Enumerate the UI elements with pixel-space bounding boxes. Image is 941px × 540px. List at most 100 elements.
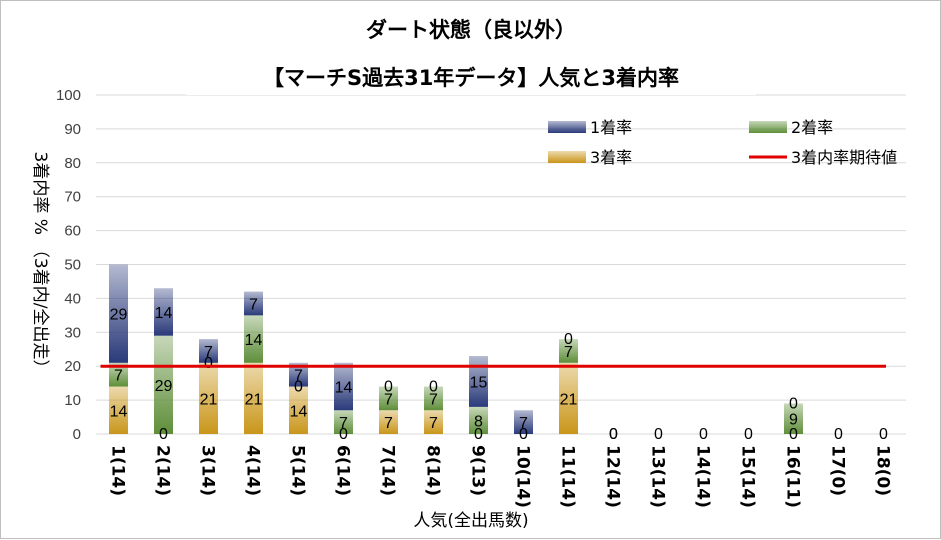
data-label: 0 bbox=[699, 426, 708, 443]
y-tick-label: 0 bbox=[73, 426, 81, 443]
x-tick-label: 3(14) bbox=[198, 445, 218, 496]
data-label: 7 bbox=[294, 368, 303, 385]
legend-swatch bbox=[548, 151, 586, 163]
y-tick-label: 10 bbox=[64, 392, 81, 409]
data-label: 0 bbox=[474, 426, 483, 443]
x-tick-label: 17(0) bbox=[828, 445, 848, 496]
data-label: 0 bbox=[294, 379, 303, 396]
x-tick-label: 14(14) bbox=[693, 445, 713, 508]
bar-segment bbox=[109, 264, 128, 363]
bar-segment bbox=[784, 403, 803, 434]
data-label: 0 bbox=[789, 395, 798, 412]
x-tick-label: 15(14) bbox=[738, 445, 758, 508]
x-tick-label: 5(14) bbox=[288, 445, 308, 496]
data-label: 7 bbox=[429, 391, 438, 408]
data-label: 0 bbox=[339, 426, 348, 443]
bar-segment bbox=[379, 386, 398, 411]
y-tick-labels: 0 10 20 30 40 50 60 70 80 90 100 bbox=[56, 87, 81, 443]
data-labels: 1472902914210721147140707147707700815072… bbox=[110, 296, 888, 443]
bar-segment bbox=[289, 362, 308, 387]
data-label: 0 bbox=[789, 426, 798, 443]
bar-segment bbox=[199, 362, 218, 434]
data-label: 0 bbox=[159, 426, 168, 443]
bar-segment bbox=[154, 335, 173, 434]
bar-segment bbox=[244, 291, 263, 316]
data-label: 0 bbox=[879, 426, 888, 443]
x-tick-label: 12(14) bbox=[603, 445, 623, 508]
x-tick-labels: 1(14) 2(14) 3(14) 4(14) 5(14) 6(14) 7(14) 8(14)… bbox=[108, 445, 893, 508]
bar-segment bbox=[199, 339, 218, 363]
x-tick-label: 6(14) bbox=[333, 445, 353, 496]
data-label: 7 bbox=[564, 344, 573, 361]
y-tick-label: 40 bbox=[64, 290, 81, 307]
data-label: 7 bbox=[384, 391, 393, 408]
legend-label: 3着率 bbox=[590, 148, 632, 167]
bar-segment bbox=[469, 356, 488, 407]
y-tick-label: 30 bbox=[64, 324, 81, 341]
data-label: 9 bbox=[789, 412, 798, 429]
y-tick-label: 90 bbox=[64, 121, 81, 138]
data-label: 0 bbox=[519, 426, 528, 443]
bar-segment bbox=[109, 362, 128, 387]
y-tick-label: 50 bbox=[64, 257, 81, 274]
data-label: 7 bbox=[339, 415, 348, 432]
data-label: 0 bbox=[204, 355, 213, 372]
data-label: 14 bbox=[290, 403, 308, 420]
x-tick-label: 11(14) bbox=[558, 445, 578, 508]
data-label: 29 bbox=[155, 378, 173, 395]
legend-swatch bbox=[749, 121, 787, 133]
data-label: 0 bbox=[429, 379, 438, 396]
x-tick-label: 8(14) bbox=[423, 445, 443, 496]
y-axis-label-sub: （3着内/全出走） bbox=[30, 241, 50, 377]
bar-segment bbox=[334, 410, 353, 434]
title-background-rect bbox=[186, 63, 756, 95]
x-tick-label: 1(14) bbox=[108, 445, 128, 496]
data-label: 7 bbox=[519, 415, 528, 432]
data-label: 0 bbox=[654, 426, 663, 443]
data-label: 14 bbox=[110, 403, 128, 420]
data-label: 0 bbox=[564, 331, 573, 348]
data-label: 21 bbox=[245, 391, 263, 408]
bar-segment bbox=[154, 288, 173, 336]
bar-segment bbox=[559, 362, 578, 434]
data-label: 21 bbox=[560, 391, 578, 408]
x-axis-label: 人気(全出馬数) bbox=[413, 511, 528, 531]
data-label: 15 bbox=[470, 374, 488, 391]
y-tick-label: 60 bbox=[64, 223, 81, 240]
x-tick-label: 9(13) bbox=[468, 445, 488, 496]
bar-segment bbox=[514, 410, 533, 434]
x-tick-label: 7(14) bbox=[378, 445, 398, 496]
x-tick-label: 4(14) bbox=[243, 445, 263, 496]
data-label: 0 bbox=[834, 426, 843, 443]
legend: 1着率 2着率 3着率 3着内率期待値 bbox=[548, 118, 897, 167]
data-label: 14 bbox=[245, 332, 263, 349]
y-axis-label-main: 3着内率 % bbox=[30, 152, 50, 235]
data-label: 7 bbox=[204, 344, 213, 361]
legend-label: 3着内率期待値 bbox=[791, 148, 897, 167]
data-label: 14 bbox=[335, 380, 353, 397]
bar-segment bbox=[244, 362, 263, 434]
bars bbox=[109, 264, 803, 434]
data-label: 7 bbox=[384, 415, 393, 432]
data-label: 7 bbox=[249, 296, 258, 313]
bar-segment bbox=[289, 386, 308, 434]
data-label: 7 bbox=[429, 415, 438, 432]
legend-swatch bbox=[548, 121, 586, 133]
x-tick-label: 13(14) bbox=[648, 445, 668, 508]
legend-label: 2着率 bbox=[791, 118, 833, 137]
bar-segment bbox=[424, 386, 443, 411]
chart-title-line2: 【マーチS過去31年データ】人気と3着内率 bbox=[263, 66, 679, 90]
data-label: 0 bbox=[609, 426, 618, 443]
bar-segment bbox=[334, 362, 353, 411]
x-tick-label: 18(0) bbox=[873, 445, 893, 496]
title-background bbox=[186, 63, 756, 95]
data-label: 8 bbox=[474, 413, 483, 430]
y-tick-label: 80 bbox=[64, 155, 81, 172]
data-label: 7 bbox=[114, 368, 123, 385]
y-tick-label: 100 bbox=[56, 87, 81, 104]
legend-label: 1着率 bbox=[590, 118, 632, 137]
x-tick-label: 16(11) bbox=[783, 445, 803, 508]
data-label: 14 bbox=[155, 305, 173, 322]
y-axis-label: 3着内率 % （3着内/全出走） bbox=[30, 152, 50, 377]
x-tick-label: 2(14) bbox=[153, 445, 173, 496]
